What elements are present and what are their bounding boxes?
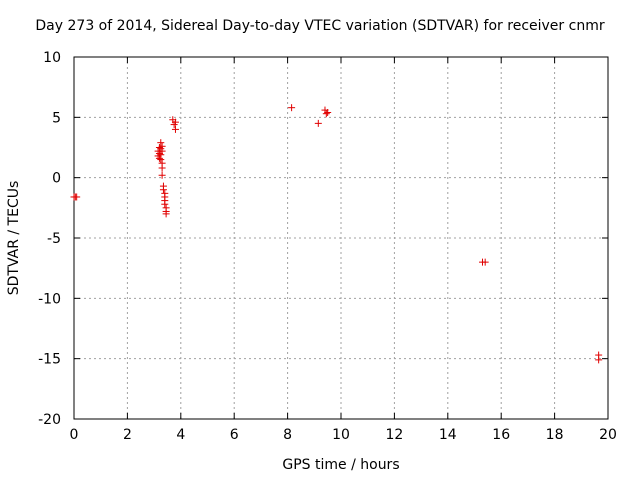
x-axis-label: GPS time / hours: [282, 457, 400, 473]
data-point: [595, 356, 603, 364]
data-point: [159, 186, 167, 194]
x-tick-label: 4: [176, 427, 185, 443]
data-point: [171, 118, 179, 126]
data-point: [157, 156, 165, 164]
x-tick-label: 10: [332, 427, 350, 443]
y-tick-label: 0: [52, 171, 61, 187]
data-point: [158, 171, 166, 179]
y-tick-label: -5: [47, 231, 61, 247]
data-point: [158, 147, 166, 155]
y-tick-label: -20: [38, 412, 61, 428]
x-tick-label: 18: [546, 427, 564, 443]
x-tick-label: 0: [70, 427, 79, 443]
data-point: [324, 109, 332, 117]
data-point: [288, 104, 296, 112]
data-point: [171, 125, 179, 133]
x-tick-label: 8: [283, 427, 292, 443]
data-point: [314, 119, 322, 127]
x-tick-label: 2: [123, 427, 132, 443]
y-tick-label: 10: [43, 50, 61, 66]
x-tick-label: 20: [599, 427, 617, 443]
data-point: [322, 110, 330, 118]
data-point: [73, 193, 81, 201]
x-tick-label: 6: [230, 427, 239, 443]
y-tick-label: -10: [38, 291, 61, 307]
y-axis-label: SDTVAR / TECUs: [6, 180, 22, 296]
data-point: [157, 139, 165, 147]
x-tick-label: 14: [439, 427, 457, 443]
y-tick-label: -15: [38, 352, 61, 368]
data-point: [158, 164, 166, 172]
data-point: [481, 258, 489, 266]
data-point: [161, 200, 169, 208]
chart-title: Day 273 of 2014, Sidereal Day-to-day VTE…: [35, 18, 605, 34]
y-tick-label: 5: [52, 110, 61, 126]
x-tick-label: 16: [492, 427, 510, 443]
data-point: [162, 210, 170, 218]
x-tick-label: 12: [385, 427, 403, 443]
